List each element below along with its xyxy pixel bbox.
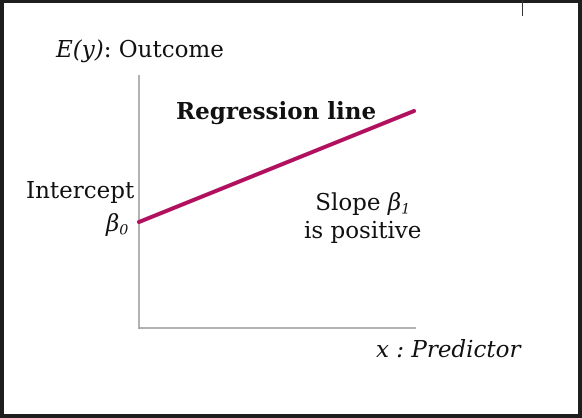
slope-subscript: 1: [401, 201, 411, 218]
y-axis-label-text: : Outcome: [103, 37, 224, 63]
slope-beta: β: [387, 190, 402, 216]
slope-label: Slope: [315, 190, 381, 216]
diagram-svg: [137, 75, 416, 329]
intercept-beta: β: [106, 211, 120, 237]
regression-line: [137, 109, 416, 224]
slope-annotation: Slope β1 is positive: [304, 190, 421, 244]
intercept-symbol: β0: [106, 211, 128, 239]
slope-label-line: Slope β1: [304, 190, 421, 218]
y-axis-label: E(y): Outcome: [56, 37, 224, 63]
x-axis-label: x : Predictor: [376, 337, 521, 363]
y-axis-label-expr: E(y): [56, 37, 104, 63]
regression-line-label: Regression line: [176, 98, 377, 125]
intercept-label: Intercept: [26, 178, 135, 204]
slope-note: is positive: [304, 217, 422, 244]
corner-divider: [522, 0, 523, 16]
intercept-subscript: 0: [119, 222, 129, 239]
slide-canvas: E(y): Outcome Regression line Intercept …: [4, 3, 578, 414]
